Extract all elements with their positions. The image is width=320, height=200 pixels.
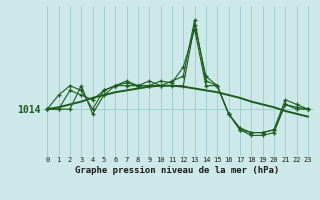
X-axis label: Graphe pression niveau de la mer (hPa): Graphe pression niveau de la mer (hPa) (76, 166, 280, 175)
